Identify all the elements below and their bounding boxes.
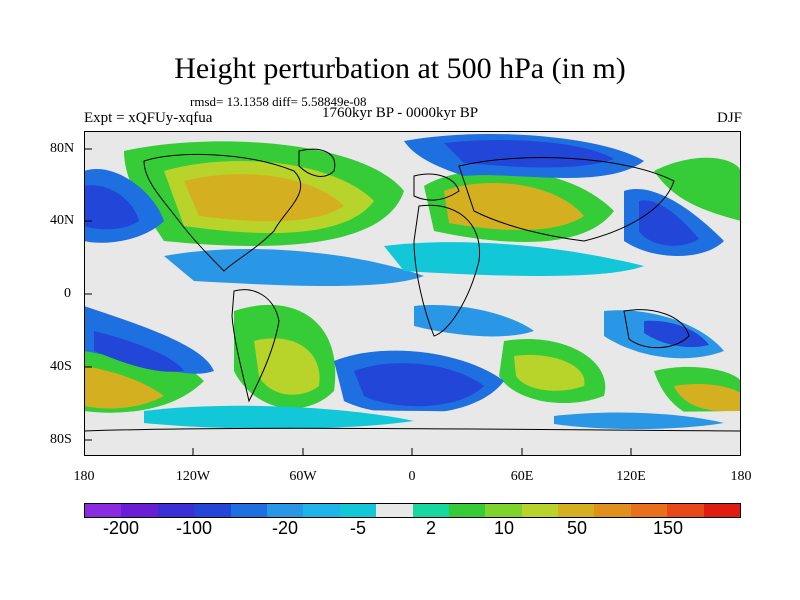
- colorbar-swatch: [339, 504, 377, 517]
- contour-fill: [414, 305, 534, 337]
- contour-fill: [384, 242, 644, 276]
- map-plot: [84, 131, 741, 456]
- colorbar-swatch: [194, 504, 231, 517]
- contour-fill: [184, 174, 344, 222]
- colorbar-label: -200: [102, 518, 140, 538]
- colorbar-swatch: [558, 504, 595, 517]
- y-tick-label: 80S: [50, 432, 72, 447]
- x-tick-label: 0: [408, 469, 416, 484]
- colorbar-swatch: [121, 504, 158, 517]
- y-tick-label: 0: [64, 286, 71, 301]
- colorbar-swatch: [521, 504, 559, 517]
- y-tick-label: 80N: [50, 141, 75, 156]
- colorbar: [84, 503, 741, 518]
- contour-fill: [164, 248, 424, 286]
- contour-fill: [514, 355, 585, 391]
- contour-fill: [644, 320, 709, 348]
- x-tick-label: 60W: [289, 469, 317, 484]
- x-tick-label: 60E: [510, 469, 534, 484]
- contour-fill: [554, 412, 724, 430]
- colorbar-swatch: [412, 504, 449, 517]
- colorbar-label: 10: [493, 518, 515, 538]
- colorbar-swatch: [303, 504, 340, 517]
- colorbar-swatch: [157, 504, 195, 517]
- colorbar-swatch: [667, 504, 704, 517]
- colorbar-label: -100: [175, 518, 213, 538]
- colorbar-label: -5: [349, 518, 367, 538]
- y-tick-label: 40S: [50, 359, 72, 374]
- map-title: Height perturbation at 500 hPa (in m): [174, 52, 626, 85]
- south-america-outline: [231, 289, 280, 403]
- colorbar-swatch: [485, 504, 522, 517]
- colorbar-swatch: [230, 504, 267, 517]
- asia-outline: [458, 157, 675, 242]
- north-america-outline: [143, 153, 302, 272]
- stats-text: rmsd= 13.1358 diff= 5.58849e-08: [190, 94, 367, 109]
- contour-fill: [84, 366, 164, 409]
- colorbar-swatch: [703, 504, 741, 517]
- coastlines: [84, 148, 741, 432]
- x-tick-label: 120E: [616, 469, 646, 484]
- contour-fill: [654, 157, 741, 221]
- colorbar-label: 150: [652, 518, 684, 538]
- colorbar-swatch: [594, 504, 631, 517]
- contour-fill: [94, 331, 184, 372]
- europe-outline: [413, 173, 460, 201]
- y-tick-label: 40N: [50, 213, 75, 228]
- x-tick-label: 180: [730, 469, 752, 484]
- colorbar-label: 2: [425, 518, 437, 538]
- colorbar-label: 50: [566, 518, 588, 538]
- greenland-outline: [298, 148, 336, 177]
- season-label: DJF: [716, 110, 742, 126]
- colorbar-swatch: [85, 504, 122, 517]
- contour-fill: [144, 405, 414, 429]
- colorbar-swatch: [448, 504, 486, 517]
- axis-ticks: [84, 148, 632, 456]
- contour-fill: [444, 183, 584, 231]
- x-tick-label: 120W: [175, 469, 211, 484]
- period-label: 1760kyr BP - 0000kyr BP: [322, 105, 479, 121]
- contour-fill: [674, 383, 741, 412]
- antarctica-outline: [84, 427, 741, 432]
- colorbar-label: -20: [271, 518, 299, 538]
- contour-fill: [639, 200, 699, 246]
- colorbar-swatch: [266, 504, 304, 517]
- australia-outline: [623, 309, 690, 349]
- experiment-label: Expt = xQFUy-xqfua: [84, 110, 213, 126]
- contour-fill: [84, 185, 139, 230]
- x-tick-label: 180: [73, 469, 95, 484]
- colorbar-swatch: [376, 504, 413, 517]
- contour-map: [84, 131, 741, 456]
- contour-fill: [354, 363, 484, 407]
- colorbar-swatch: [630, 504, 668, 517]
- africa-outline: [413, 204, 481, 337]
